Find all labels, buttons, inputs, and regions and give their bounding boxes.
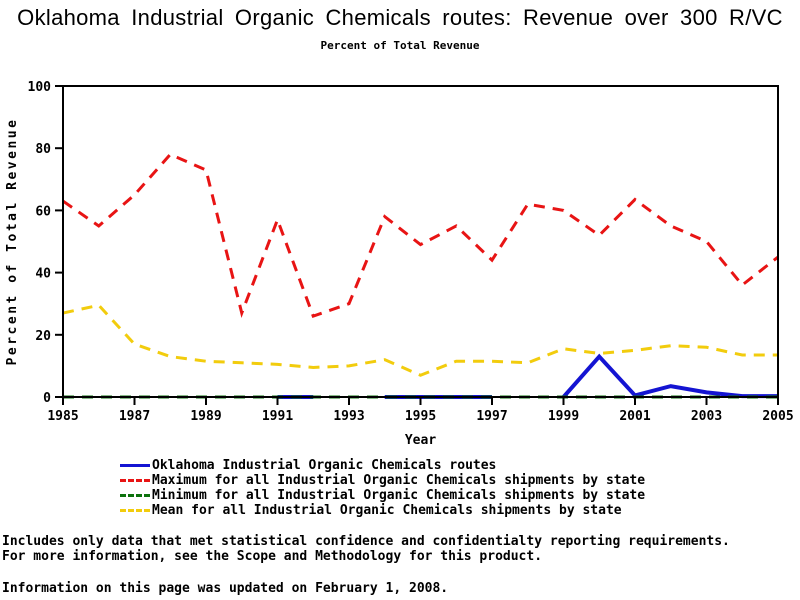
y-tick-label: 0	[43, 391, 51, 406]
legend-label: Oklahoma Industrial Organic Chemicals ro…	[152, 458, 497, 473]
x-tick-label: 2003	[691, 409, 722, 424]
x-axis-title: Year	[405, 433, 436, 448]
legend-item-minimum: Minimum for all Industrial Organic Chemi…	[0, 488, 800, 503]
series-line-3	[62, 303, 778, 377]
x-tick-label: 1993	[333, 409, 364, 424]
series-line-0	[562, 353, 778, 399]
chart-subtitle: Percent of Total Revenue	[320, 39, 480, 52]
plot-frame	[62, 85, 779, 398]
legend-label: Mean for all Industrial Organic Chemical…	[152, 503, 622, 518]
y-tick-label: 20	[35, 329, 51, 344]
updated-date-text: Information on this page was updated on …	[2, 581, 449, 596]
series-line-1	[62, 152, 779, 319]
minimum-line-swatch	[120, 494, 150, 497]
x-tick-label: 1991	[262, 409, 293, 424]
x-tick-label: 2005	[762, 409, 793, 424]
y-tick-label: 100	[28, 80, 52, 95]
revenue-line-chart: 0 20 40 60 80 100 1985 1987 1989 1991 1993 1995 1997…	[5, 80, 794, 448]
page-title: Oklahoma Industrial Organic Chemicals ro…	[17, 5, 783, 30]
x-tick-label: 2001	[619, 409, 650, 424]
footnote-line-2: For more information, see the Scope and …	[2, 549, 543, 564]
y-tick-label: 60	[35, 204, 51, 219]
x-tick-label: 1997	[476, 409, 507, 424]
footnote-line-1: Includes only data that met statistical …	[2, 534, 730, 549]
legend-label: Maximum for all Industrial Organic Chemi…	[152, 473, 646, 488]
y-tick-label: 80	[35, 142, 51, 157]
legend-item-maximum: Maximum for all Industrial Organic Chemi…	[0, 473, 800, 488]
x-tick-label: 1999	[548, 409, 579, 424]
x-tick-label: 1985	[47, 409, 78, 424]
x-tick-label: 1987	[119, 409, 150, 424]
x-tick-label: 1989	[190, 409, 221, 424]
maximum-line-swatch	[120, 479, 150, 482]
footnote-text: Includes only data that met statistical …	[2, 534, 798, 564]
mean-line-swatch	[120, 509, 150, 512]
y-tick-label: 40	[35, 267, 51, 282]
x-tick-label: 1995	[405, 409, 436, 424]
chart-legend: Oklahoma Industrial Organic Chemicals ro…	[0, 458, 800, 518]
y-axis-title: Percent of Total Revenue	[5, 118, 20, 366]
oklahoma-line-swatch	[120, 464, 150, 467]
legend-item-mean: Mean for all Industrial Organic Chemical…	[0, 503, 800, 518]
legend-item-oklahoma: Oklahoma Industrial Organic Chemicals ro…	[0, 458, 800, 473]
legend-label: Minimum for all Industrial Organic Chemi…	[152, 488, 646, 503]
